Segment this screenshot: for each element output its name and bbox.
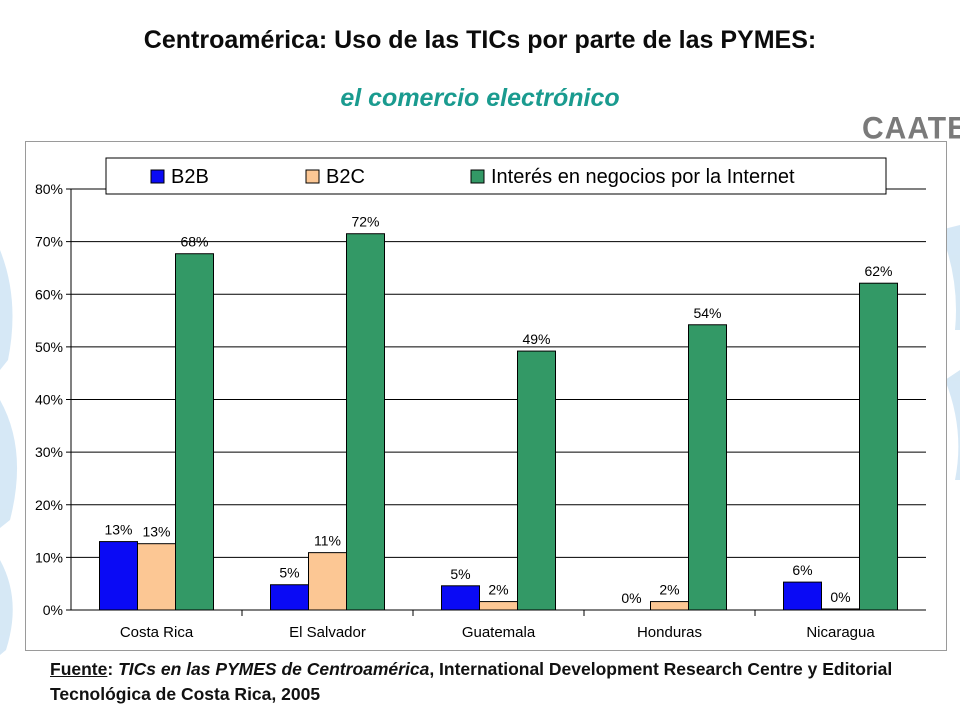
bar xyxy=(688,324,727,611)
y-tick-label: 70% xyxy=(35,234,63,250)
legend-swatch xyxy=(305,169,320,184)
slide-title: Centroamérica: Uso de las TICs por parte… xyxy=(143,26,817,54)
source-colon: : xyxy=(107,659,119,679)
data-label: 11% xyxy=(314,533,341,549)
bar xyxy=(270,584,309,611)
legend-label: B2B xyxy=(171,166,209,188)
bar xyxy=(821,608,860,611)
y-tick-label: 80% xyxy=(35,181,63,197)
legend-box xyxy=(105,157,887,195)
source-publishers: , International Development Research Cen… xyxy=(50,659,893,704)
legend-label: Interés en negocios por la Internet xyxy=(491,166,795,188)
legend-swatch xyxy=(150,169,165,184)
y-tick-label: 30% xyxy=(35,444,63,460)
bar xyxy=(517,350,556,611)
legend-swatch xyxy=(470,169,485,184)
slide-subtitle: el comercio electrónico xyxy=(340,84,620,112)
x-tick-label: Guatemala xyxy=(462,624,536,641)
bar xyxy=(308,552,347,611)
chart-frame: 0% 10% 20% 30% 40% 50% 60% 70% 80% Costa Rica 13% 1… xyxy=(25,141,947,651)
bar xyxy=(99,541,138,611)
source-work-title: TICs en las PYMES de Centroamérica xyxy=(118,659,430,679)
y-tick-label: 20% xyxy=(35,497,63,513)
data-label: 54% xyxy=(693,305,721,321)
data-label: 2% xyxy=(488,582,508,598)
data-label: 13% xyxy=(104,522,132,538)
data-label: 5% xyxy=(279,565,299,581)
y-tick-label: 40% xyxy=(35,392,63,408)
legend-label: B2C xyxy=(326,166,365,188)
bar xyxy=(175,253,214,611)
data-label: 13% xyxy=(142,524,170,540)
data-label: 5% xyxy=(450,566,470,582)
bar xyxy=(346,233,385,611)
source-label: Fuente xyxy=(50,659,108,679)
data-label: 0% xyxy=(830,589,850,605)
bar xyxy=(479,601,518,611)
x-tick-label: Nicaragua xyxy=(806,624,875,641)
y-tick-label: 10% xyxy=(35,549,63,565)
data-label: 0% xyxy=(621,590,641,606)
data-label: 6% xyxy=(792,562,812,578)
y-tick-label: 60% xyxy=(35,286,63,302)
x-tick-label: Costa Rica xyxy=(120,624,194,641)
y-tick-label: 0% xyxy=(43,602,63,618)
bar xyxy=(137,543,176,611)
data-label: 72% xyxy=(351,214,379,230)
y-tick-label: 50% xyxy=(35,339,63,355)
bar xyxy=(859,282,898,611)
grouped-bar-chart: 0% 10% 20% 30% 40% 50% 60% 70% 80% Costa Rica 13% 1… xyxy=(35,157,926,641)
caatec-logo: CAATEC xyxy=(862,111,960,146)
data-label: 2% xyxy=(659,582,679,598)
x-tick-label: Honduras xyxy=(637,624,702,641)
data-label: 49% xyxy=(522,331,550,347)
bar xyxy=(441,585,480,611)
data-label: 62% xyxy=(864,263,892,279)
bar xyxy=(783,581,822,611)
bar xyxy=(650,601,689,611)
data-label: 68% xyxy=(180,234,208,250)
x-tick-label: El Salvador xyxy=(289,624,366,641)
source-note: Fuente: TICs en las PYMES de Centroaméri… xyxy=(50,657,930,707)
